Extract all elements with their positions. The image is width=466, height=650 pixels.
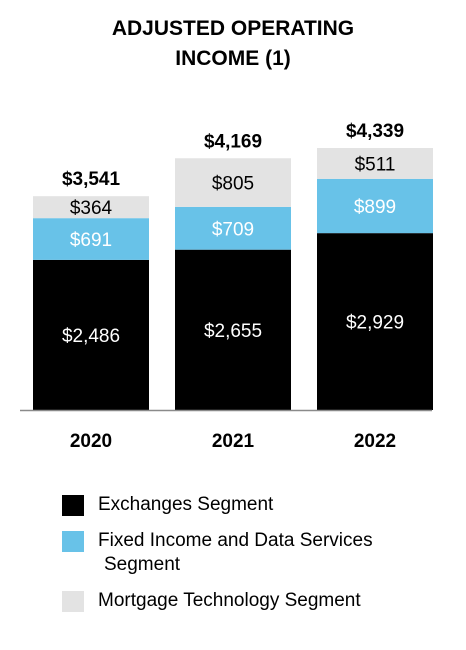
legend-swatch-mortgage-technology — [62, 591, 84, 612]
data-label-mortgage-technology-segment-2021: $805 — [212, 174, 254, 195]
bar-fixed-income-and-data-services-segment-2022 — [317, 178, 433, 234]
bar-fixed-income-and-data-services-segment-2021 — [175, 206, 291, 250]
chart-title-line1: ADJUSTED OPERATING — [111, 17, 355, 40]
bar-fixed-income-and-data-services-segment-2020 — [33, 218, 149, 260]
bar-mortgage-technology-segment-2021 — [175, 158, 291, 207]
x-tick-label-2021: 2021 — [212, 431, 255, 452]
data-label-exchanges-segment-2022: $2,929 — [346, 313, 404, 334]
legend-label-fixed-income: Fixed Income and Data Services — [98, 530, 373, 551]
x-tick-label-2020: 2020 — [70, 431, 112, 452]
x-tick-label-2022: 2022 — [354, 431, 396, 452]
bar-exchanges-segment-2020 — [33, 259, 149, 410]
data-label-mortgage-technology-segment-2020: $364 — [70, 198, 113, 219]
bar-exchanges-segment-2022 — [317, 233, 433, 410]
data-label-fixed-income-and-data-services-segment-2021: $709 — [212, 219, 254, 240]
legend-label-mortgage-technology: Mortgage Technology Segment — [98, 590, 361, 611]
legend-item-exchanges: Exchanges Segment — [62, 493, 373, 517]
legend-label-exchanges: Exchanges Segment — [98, 494, 274, 515]
data-label-fixed-income-and-data-services-segment-2022: $899 — [354, 197, 396, 218]
legend-item-fixed-income: Fixed Income and Data Services Segment — [62, 529, 373, 577]
data-label-mortgage-technology-segment-2022: $511 — [355, 154, 396, 175]
data-label-exchanges-segment-2021: $2,655 — [204, 321, 262, 342]
bar-mortgage-technology-segment-2022 — [317, 148, 433, 179]
bar-mortgage-technology-segment-2020 — [33, 196, 149, 219]
data-label-fixed-income-and-data-services-segment-2020: $691 — [70, 230, 112, 251]
chart-legend: Exchanges Segment Fixed Income and Data … — [62, 493, 373, 625]
chart-title-line2: INCOME (1) — [175, 47, 291, 70]
bar-exchanges-segment-2021 — [175, 249, 291, 410]
chart-title: ADJUSTED OPERATING INCOME (1) — [0, 14, 466, 74]
total-label-2022: $4,339 — [346, 121, 404, 142]
legend-label-fixed-income-line2: Segment — [104, 554, 181, 575]
legend-item-mortgage-technology: Mortgage Technology Segment — [62, 589, 373, 613]
data-label-exchanges-segment-2020: $2,486 — [62, 326, 120, 347]
legend-swatch-exchanges — [62, 495, 84, 516]
total-label-2021: $4,169 — [204, 131, 262, 152]
total-label-2020: $3,541 — [62, 169, 121, 190]
stacked-bar-chart: $2,486 $691 $364 $3,541 2020 $2,655 $709 $805 $4… — [20, 121, 433, 452]
legend-swatch-fixed-income — [62, 531, 84, 552]
